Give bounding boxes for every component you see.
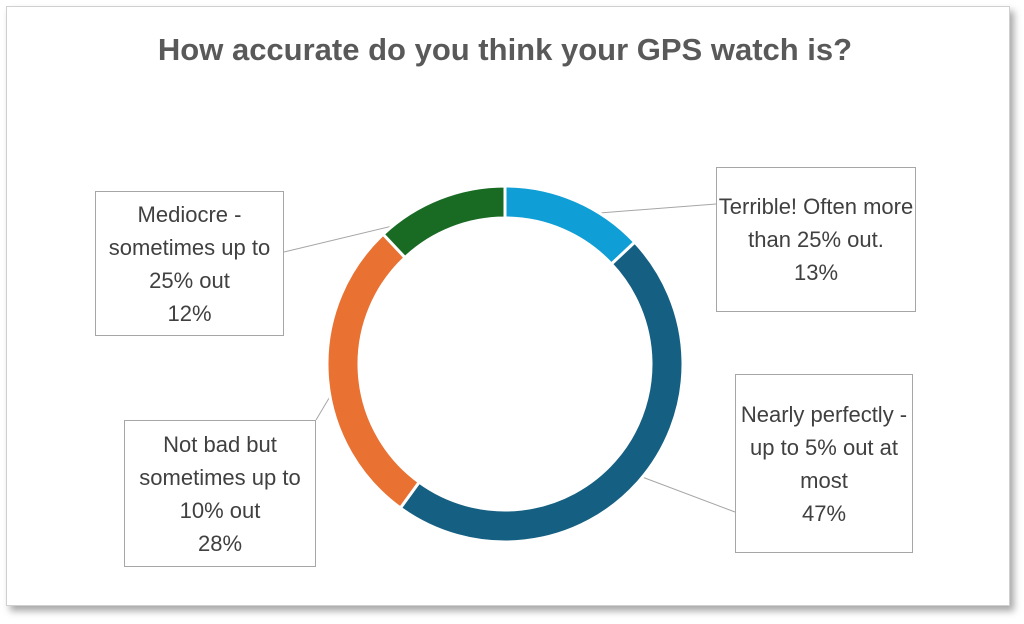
callout-label: Mediocre - sometimes up to 25% out [108, 201, 271, 293]
callout-nearly-perfectly: Nearly perfectly - up to 5% out at most … [735, 374, 913, 553]
callout-mediocre: Mediocre - sometimes up to 25% out 12% [95, 191, 284, 336]
callout-value: 13% [793, 260, 839, 285]
slice-1 [398, 240, 685, 544]
slice-2 [325, 232, 422, 511]
slice-3 [381, 184, 507, 260]
leader-line-1 [626, 470, 736, 513]
callout-value: 12% [167, 300, 212, 326]
callout-label: Terrible! Often more than 25% out. [718, 194, 914, 252]
chart-title: How accurate do you think your GPS watch… [157, 32, 853, 67]
callout-label: Not bad but sometimes up to 10% out [139, 431, 301, 523]
callout-value: 47% [801, 500, 847, 526]
callout-terrible: Terrible! Often more than 25% out. 13% [716, 167, 916, 312]
callout-value: 28% [197, 530, 243, 556]
callout-not-bad: Not bad but sometimes up to 10% out 28% [124, 420, 316, 567]
callout-label: Nearly perfectly - up to 5% out at most [740, 401, 908, 493]
doughnut-slices [325, 184, 685, 544]
slice-0 [503, 184, 637, 267]
